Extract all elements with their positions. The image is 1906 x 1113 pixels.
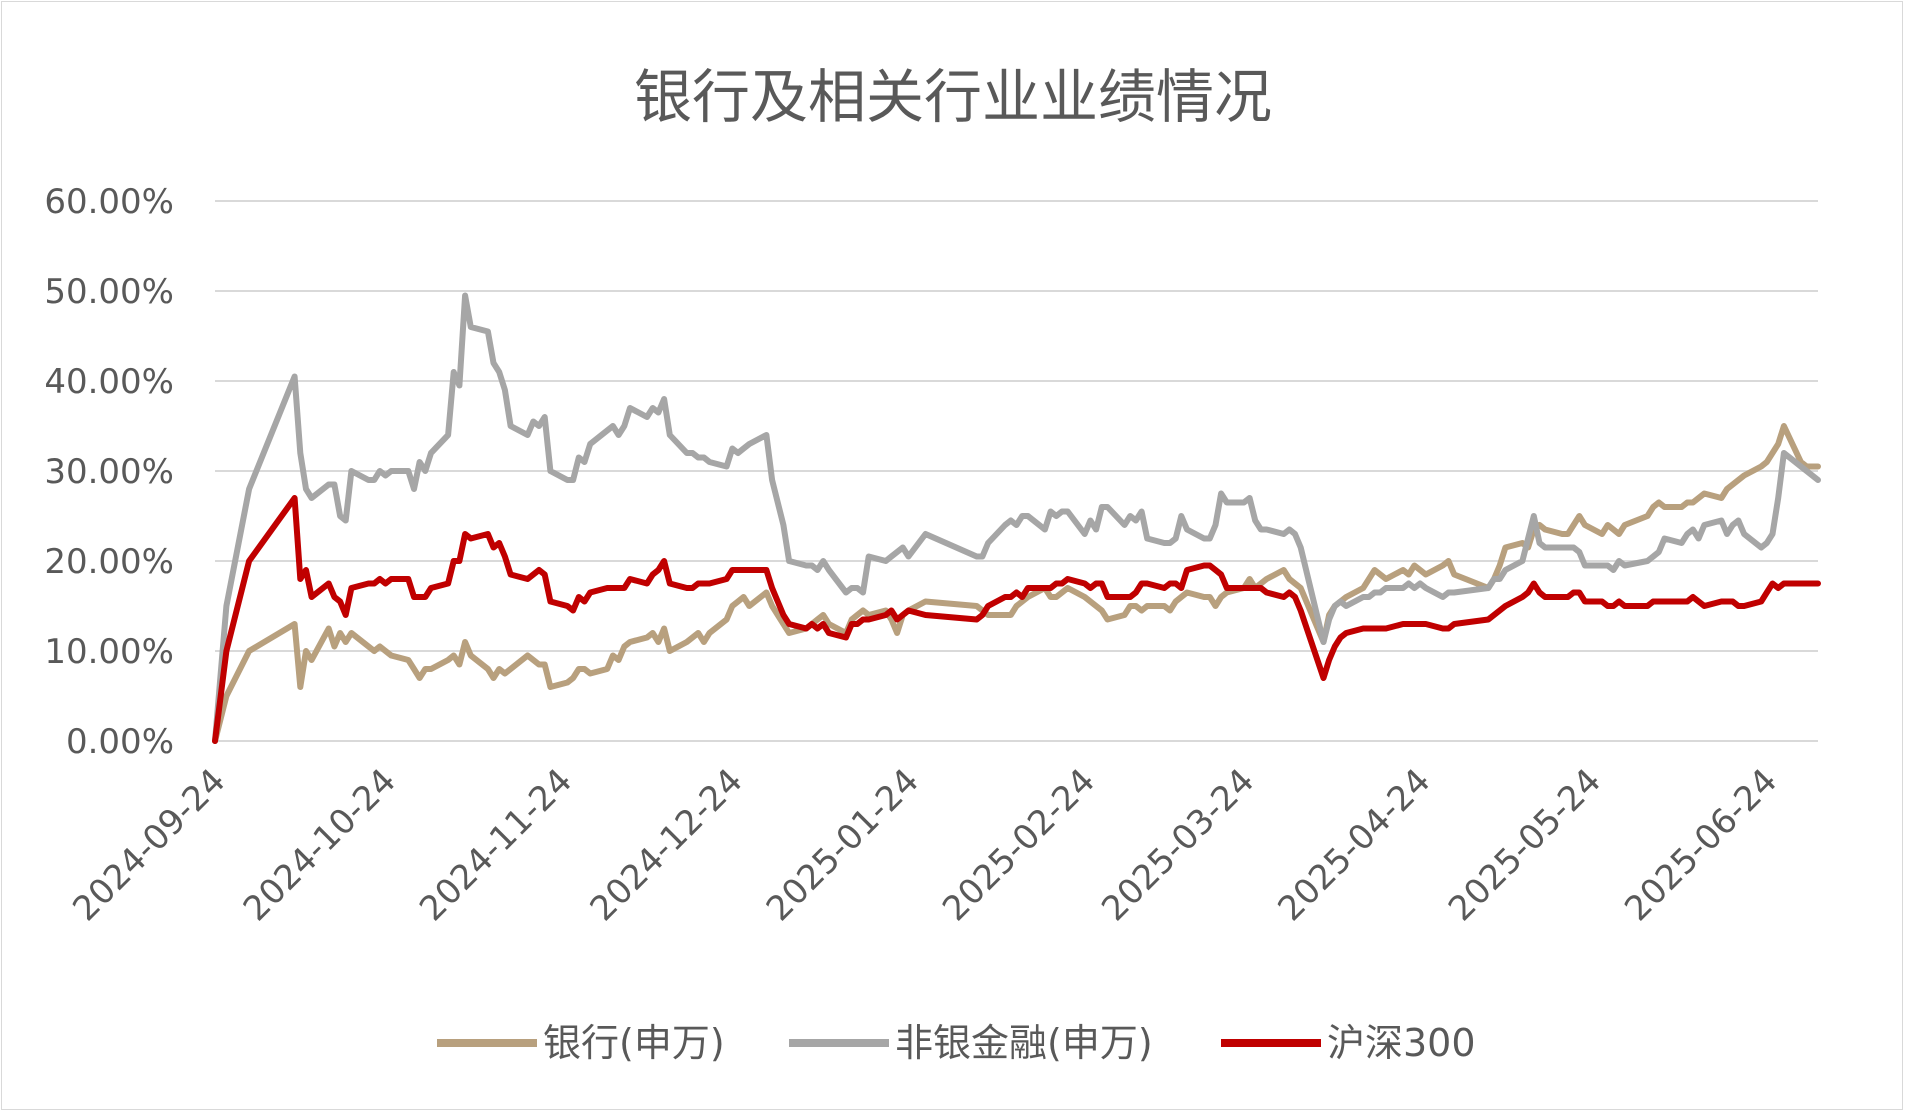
x-tick-label: 2024-11-24 [412,761,580,929]
y-tick-label: 10.00% [44,632,174,672]
series-lines [212,292,1821,744]
x-tick-label: 2025-05-24 [1441,761,1609,929]
x-tick-label: 2024-12-24 [583,761,751,929]
x-tick-label: 2024-10-24 [236,761,404,929]
y-tick-label: 20.00% [44,542,174,582]
x-tick-label: 2025-04-24 [1270,761,1438,929]
y-tick-label: 50.00% [44,272,174,312]
x-axis-tick-labels: 2024-09-24 2024-10-24 2024-11-24 2024-12-24… [65,761,1785,929]
legend-label-2: 非银金融(申万) [895,1021,1153,1065]
y-tick-label: 30.00% [44,452,174,492]
legend: 银行(申万) 非银金融(申万) 沪深300 [437,1021,1476,1065]
series-line-3 [212,495,1821,744]
legend-label-3: 沪深300 [1327,1021,1476,1065]
y-tick-label: 60.00% [44,182,174,222]
series-line-1 [212,423,1821,744]
gridlines [215,200,1818,742]
x-tick-label: 2025-06-24 [1617,761,1785,929]
legend-label-1: 银行(申万) [543,1021,725,1065]
x-tick-label: 2025-01-24 [759,761,927,929]
y-tick-label: 40.00% [44,362,174,402]
x-tick-label: 2025-03-24 [1094,761,1262,929]
x-tick-label: 2025-02-24 [935,761,1103,929]
x-tick-label: 2024-09-24 [65,761,233,929]
y-tick-label: 0.00% [66,722,174,762]
series-line-2 [212,292,1821,744]
chart-title: 银行及相关行业业绩情况 [634,63,1272,131]
y-axis-tick-labels: 0.00% 10.00% 20.00% 30.00% 40.00% 50.00% 60.00… [44,182,174,762]
